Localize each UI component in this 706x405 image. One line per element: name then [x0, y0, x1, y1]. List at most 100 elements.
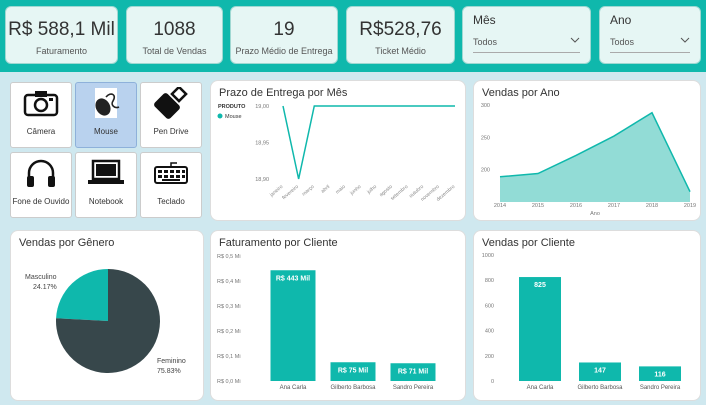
- slicer-title: Mês: [473, 13, 496, 27]
- y-tick-label: 18,90: [255, 177, 269, 183]
- slice-value-label: 75.83%: [157, 368, 181, 375]
- chart-vendas-ano: Vendas por Ano 300 250 200 2014 2015 2016 2017…: [473, 80, 701, 221]
- series-line-mouse: [282, 105, 455, 180]
- bar-chart: R$ 0,5 Mi R$ 0,4 Mi R$ 0,3 Mi R$ 0,2 Mi R$ 0…: [217, 254, 436, 391]
- chart-vendas-cliente: Vendas por Cliente 1000 800 600 400 200 0 825 A…: [473, 230, 701, 401]
- y-tick-label: 400: [485, 329, 494, 335]
- kpi-value: R$ 588,1 Mil: [8, 19, 115, 40]
- chevron-down-icon: [680, 37, 690, 43]
- headphones-icon: [11, 153, 71, 193]
- x-tick-label: 2018: [646, 203, 658, 209]
- mouse-icon: [76, 83, 136, 123]
- kpi-label: Faturamento: [35, 46, 88, 56]
- x-tick-label: julho: [365, 184, 378, 196]
- pen-drive-icon: [141, 83, 201, 123]
- legend-marker: [217, 113, 223, 119]
- legend-item: Mouse: [225, 114, 242, 120]
- product-button-mouse[interactable]: Mouse: [75, 82, 137, 148]
- chart-title: Prazo de Entrega por Mês: [219, 87, 348, 99]
- y-tick-label: R$ 0,3 Mi: [217, 304, 241, 310]
- y-tick-label: R$ 0,5 Mi: [217, 254, 241, 260]
- y-tick-label: 19,00: [255, 104, 269, 110]
- x-tick-label: Gilberto Barbosa: [577, 385, 623, 391]
- x-tick-label: 2014: [494, 203, 506, 209]
- kpi-value: R$528,76: [359, 19, 442, 40]
- chart-prazo-entrega: Prazo de Entrega por Mês PRODUTO Mouse 1…: [210, 80, 466, 221]
- keyboard-icon: [141, 153, 201, 193]
- x-tick-label: março: [301, 184, 316, 198]
- x-tick-label: Ana Carla: [280, 385, 307, 391]
- y-tick-label: 0: [491, 379, 494, 385]
- data-label: R$ 71 Mil: [398, 368, 428, 375]
- bar-gilberto-barbosa: [330, 362, 376, 381]
- x-tick-label: maio: [335, 184, 347, 196]
- chart-title: Vendas por Cliente: [482, 237, 575, 249]
- slice-label: Feminino: [157, 358, 186, 365]
- x-tick-label: junho: [348, 184, 362, 197]
- slice-value-label: 24.17%: [33, 284, 57, 291]
- product-label: Pen Drive: [153, 127, 189, 136]
- kpi-faturamento: R$ 588,1 Mil Faturamento: [5, 6, 118, 64]
- x-tick-label: Sandro Pereira: [393, 385, 434, 391]
- data-label: R$ 75 Mil: [338, 367, 368, 374]
- product-label: Fone de Ouvido: [12, 197, 70, 206]
- data-label: 147: [594, 367, 606, 374]
- bar-gilberto-barbosa: [579, 362, 621, 381]
- x-tick-label: fevereiro: [281, 184, 300, 201]
- x-tick-label: abril: [320, 184, 331, 195]
- bar-sandro-pereira: [390, 363, 436, 381]
- product-button-camera[interactable]: Câmera: [10, 82, 72, 148]
- slicer-dropdown[interactable]: Todos: [473, 37, 580, 53]
- x-tick-label: Gilberto Barbosa: [330, 385, 376, 391]
- x-tick-label: 2017: [608, 203, 620, 209]
- y-tick-label: 250: [481, 135, 490, 141]
- product-label: Teclado: [157, 197, 185, 206]
- chart-vendas-genero: Vendas por Gênero Masculino 24.17% Feminin…: [10, 230, 204, 401]
- y-tick-label: R$ 0,1 Mi: [217, 354, 241, 360]
- pie-slice-feminino: [55, 269, 160, 373]
- chevron-down-icon: [570, 37, 580, 43]
- line-chart: PRODUTO Mouse 19,0018,9518,90janeirofeve…: [217, 104, 456, 203]
- y-tick-label: 200: [481, 168, 490, 174]
- kpi-value: 1088: [153, 19, 196, 40]
- product-button-pen-drive[interactable]: Pen Drive: [140, 82, 202, 148]
- product-label: Notebook: [88, 197, 124, 206]
- camera-icon: [11, 83, 71, 123]
- bar-ana-carla: [519, 277, 561, 381]
- slicer-dropdown[interactable]: Todos: [610, 37, 690, 53]
- data-label: 116: [654, 371, 665, 378]
- x-tick-label: 2015: [532, 203, 544, 209]
- product-button-teclado[interactable]: Teclado: [140, 152, 202, 218]
- kpi-value: 19: [273, 19, 295, 40]
- bar-chart: 1000 800 600 400 200 0 825 Ana Carla 147 Gilberto…: [482, 253, 681, 391]
- kpi-label: Prazo Médio de Entrega: [235, 46, 333, 56]
- product-button-notebook[interactable]: Notebook: [75, 152, 137, 218]
- slicer-value: Todos: [610, 37, 635, 47]
- area-chart: 300 250 200 2014 2015 2016 2017 2018 2019 Ano: [481, 103, 696, 217]
- y-tick-label: R$ 0,4 Mi: [217, 279, 241, 285]
- kpi-total-vendas: 1088 Total de Vendas: [126, 6, 223, 64]
- product-button-fone-de-ouvido[interactable]: Fone de Ouvido: [10, 152, 72, 218]
- y-tick-label: 1000: [482, 253, 494, 259]
- chart-title: Vendas por Ano: [482, 87, 560, 99]
- x-tick-label: Ana Carla: [527, 385, 554, 391]
- chart-title: Faturamento por Cliente: [219, 237, 338, 249]
- x-tick-label: 2016: [570, 203, 582, 209]
- y-tick-label: 800: [485, 278, 494, 284]
- data-label: 825: [534, 282, 546, 289]
- y-tick-label: 300: [481, 103, 490, 109]
- kpi-prazo-medio: 19 Prazo Médio de Entrega: [230, 6, 338, 64]
- slicer-mes[interactable]: Mês Todos: [462, 6, 591, 64]
- y-tick-label: 200: [485, 354, 494, 360]
- product-label: Mouse: [93, 127, 118, 136]
- data-label: R$ 443 Mil: [276, 275, 310, 282]
- kpi-ticket-medio: R$528,76 Ticket Médio: [346, 6, 455, 64]
- x-axis-label: Ano: [590, 211, 600, 217]
- slicer-ano[interactable]: Ano Todos: [599, 6, 701, 64]
- x-tick-label: Sandro Pereira: [640, 385, 681, 391]
- slice-label: Masculino: [25, 274, 57, 281]
- chart-faturamento-cliente: Faturamento por Cliente R$ 0,5 Mi R$ 0,4 …: [210, 230, 466, 401]
- chart-title: Vendas por Gênero: [19, 237, 115, 249]
- y-tick-label: 600: [485, 303, 494, 309]
- y-tick-label: R$ 0,2 Mi: [217, 329, 241, 335]
